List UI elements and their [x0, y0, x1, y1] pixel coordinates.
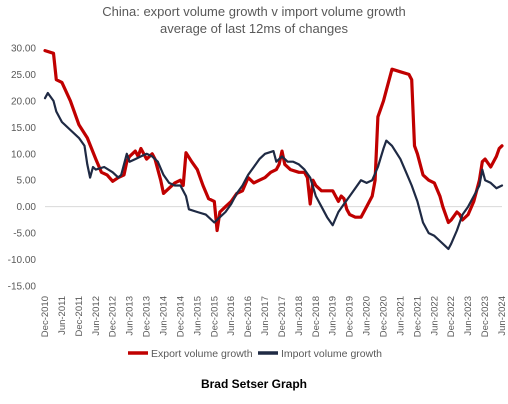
x-tick-label: Dec-2021	[412, 296, 423, 337]
x-tick-label: Jun-2016	[226, 296, 237, 336]
x-tick-label: Jun-2011	[57, 296, 68, 335]
x-axis: Dec-2010 Jun-2011 Dec-2011 Jun-2012 Dec-2012…	[40, 296, 508, 337]
x-tick-label: Jun-2014	[158, 296, 169, 336]
y-tick-label: 10.00	[11, 149, 36, 160]
x-tick-label: Jun-2021	[395, 296, 406, 336]
chart-subtitle: average of last 12ms of changes	[160, 21, 348, 36]
y-tick-label: 15.00	[11, 123, 36, 134]
x-tick-label: Dec-2013	[142, 296, 153, 337]
y-tick-label: 5.00	[17, 176, 37, 187]
x-tick-label: Jun-2024	[497, 296, 508, 336]
x-tick-label: Jun-2012	[91, 296, 102, 336]
x-tick-label: Jun-2015	[192, 296, 203, 336]
x-tick-label: Dec-2011	[74, 296, 85, 337]
x-tick-label: Jun-2019	[328, 296, 339, 336]
y-tick-label: 20.00	[11, 96, 36, 107]
x-tick-label: Dec-2020	[379, 296, 390, 337]
x-tick-label: Jun-2013	[125, 296, 136, 336]
x-tick-label: Dec-2016	[243, 296, 254, 337]
x-tick-label: Dec-2014	[175, 296, 186, 337]
series-line-export	[43, 49, 504, 233]
y-tick-label: -15.00	[8, 282, 37, 293]
y-tick-label: 25.00	[11, 70, 36, 81]
x-tick-label: Jun-2018	[294, 296, 305, 336]
x-tick-label: Dec-2012	[108, 296, 119, 337]
x-tick-label: Dec-2010	[40, 296, 51, 337]
plot-area	[43, 49, 504, 251]
legend-label-import: Import volume growth	[281, 348, 382, 360]
x-tick-label: Jun-2022	[429, 296, 440, 336]
y-tick-label: -5.00	[13, 229, 36, 240]
source-credit: Brad Setser Graph	[201, 377, 307, 391]
y-tick-label: 0.00	[17, 202, 37, 213]
x-tick-label: Jun-2023	[463, 296, 474, 336]
x-tick-label: Dec-2019	[345, 296, 356, 337]
x-tick-label: Dec-2017	[277, 296, 288, 337]
legend-label-export: Export volume growth	[151, 348, 253, 360]
legend: Export volume growth Import volume growt…	[128, 348, 382, 360]
y-tick-label: -10.00	[8, 255, 37, 266]
series-line-import	[43, 91, 504, 251]
chart-title: China: export volume growth v import vol…	[102, 4, 405, 19]
y-tick-label: 30.00	[11, 44, 36, 55]
y-axis: 30.00 25.00 20.00 15.00 10.00 5.00 0.00 -5.00 -1…	[8, 44, 37, 293]
x-tick-label: Jun-2020	[362, 296, 373, 336]
x-tick-label: Dec-2015	[209, 296, 220, 337]
x-tick-label: Dec-2018	[311, 296, 322, 337]
x-tick-label: Jun-2017	[260, 296, 271, 336]
x-tick-label: Dec-2022	[446, 296, 457, 337]
x-tick-label: Dec-2023	[480, 296, 491, 337]
